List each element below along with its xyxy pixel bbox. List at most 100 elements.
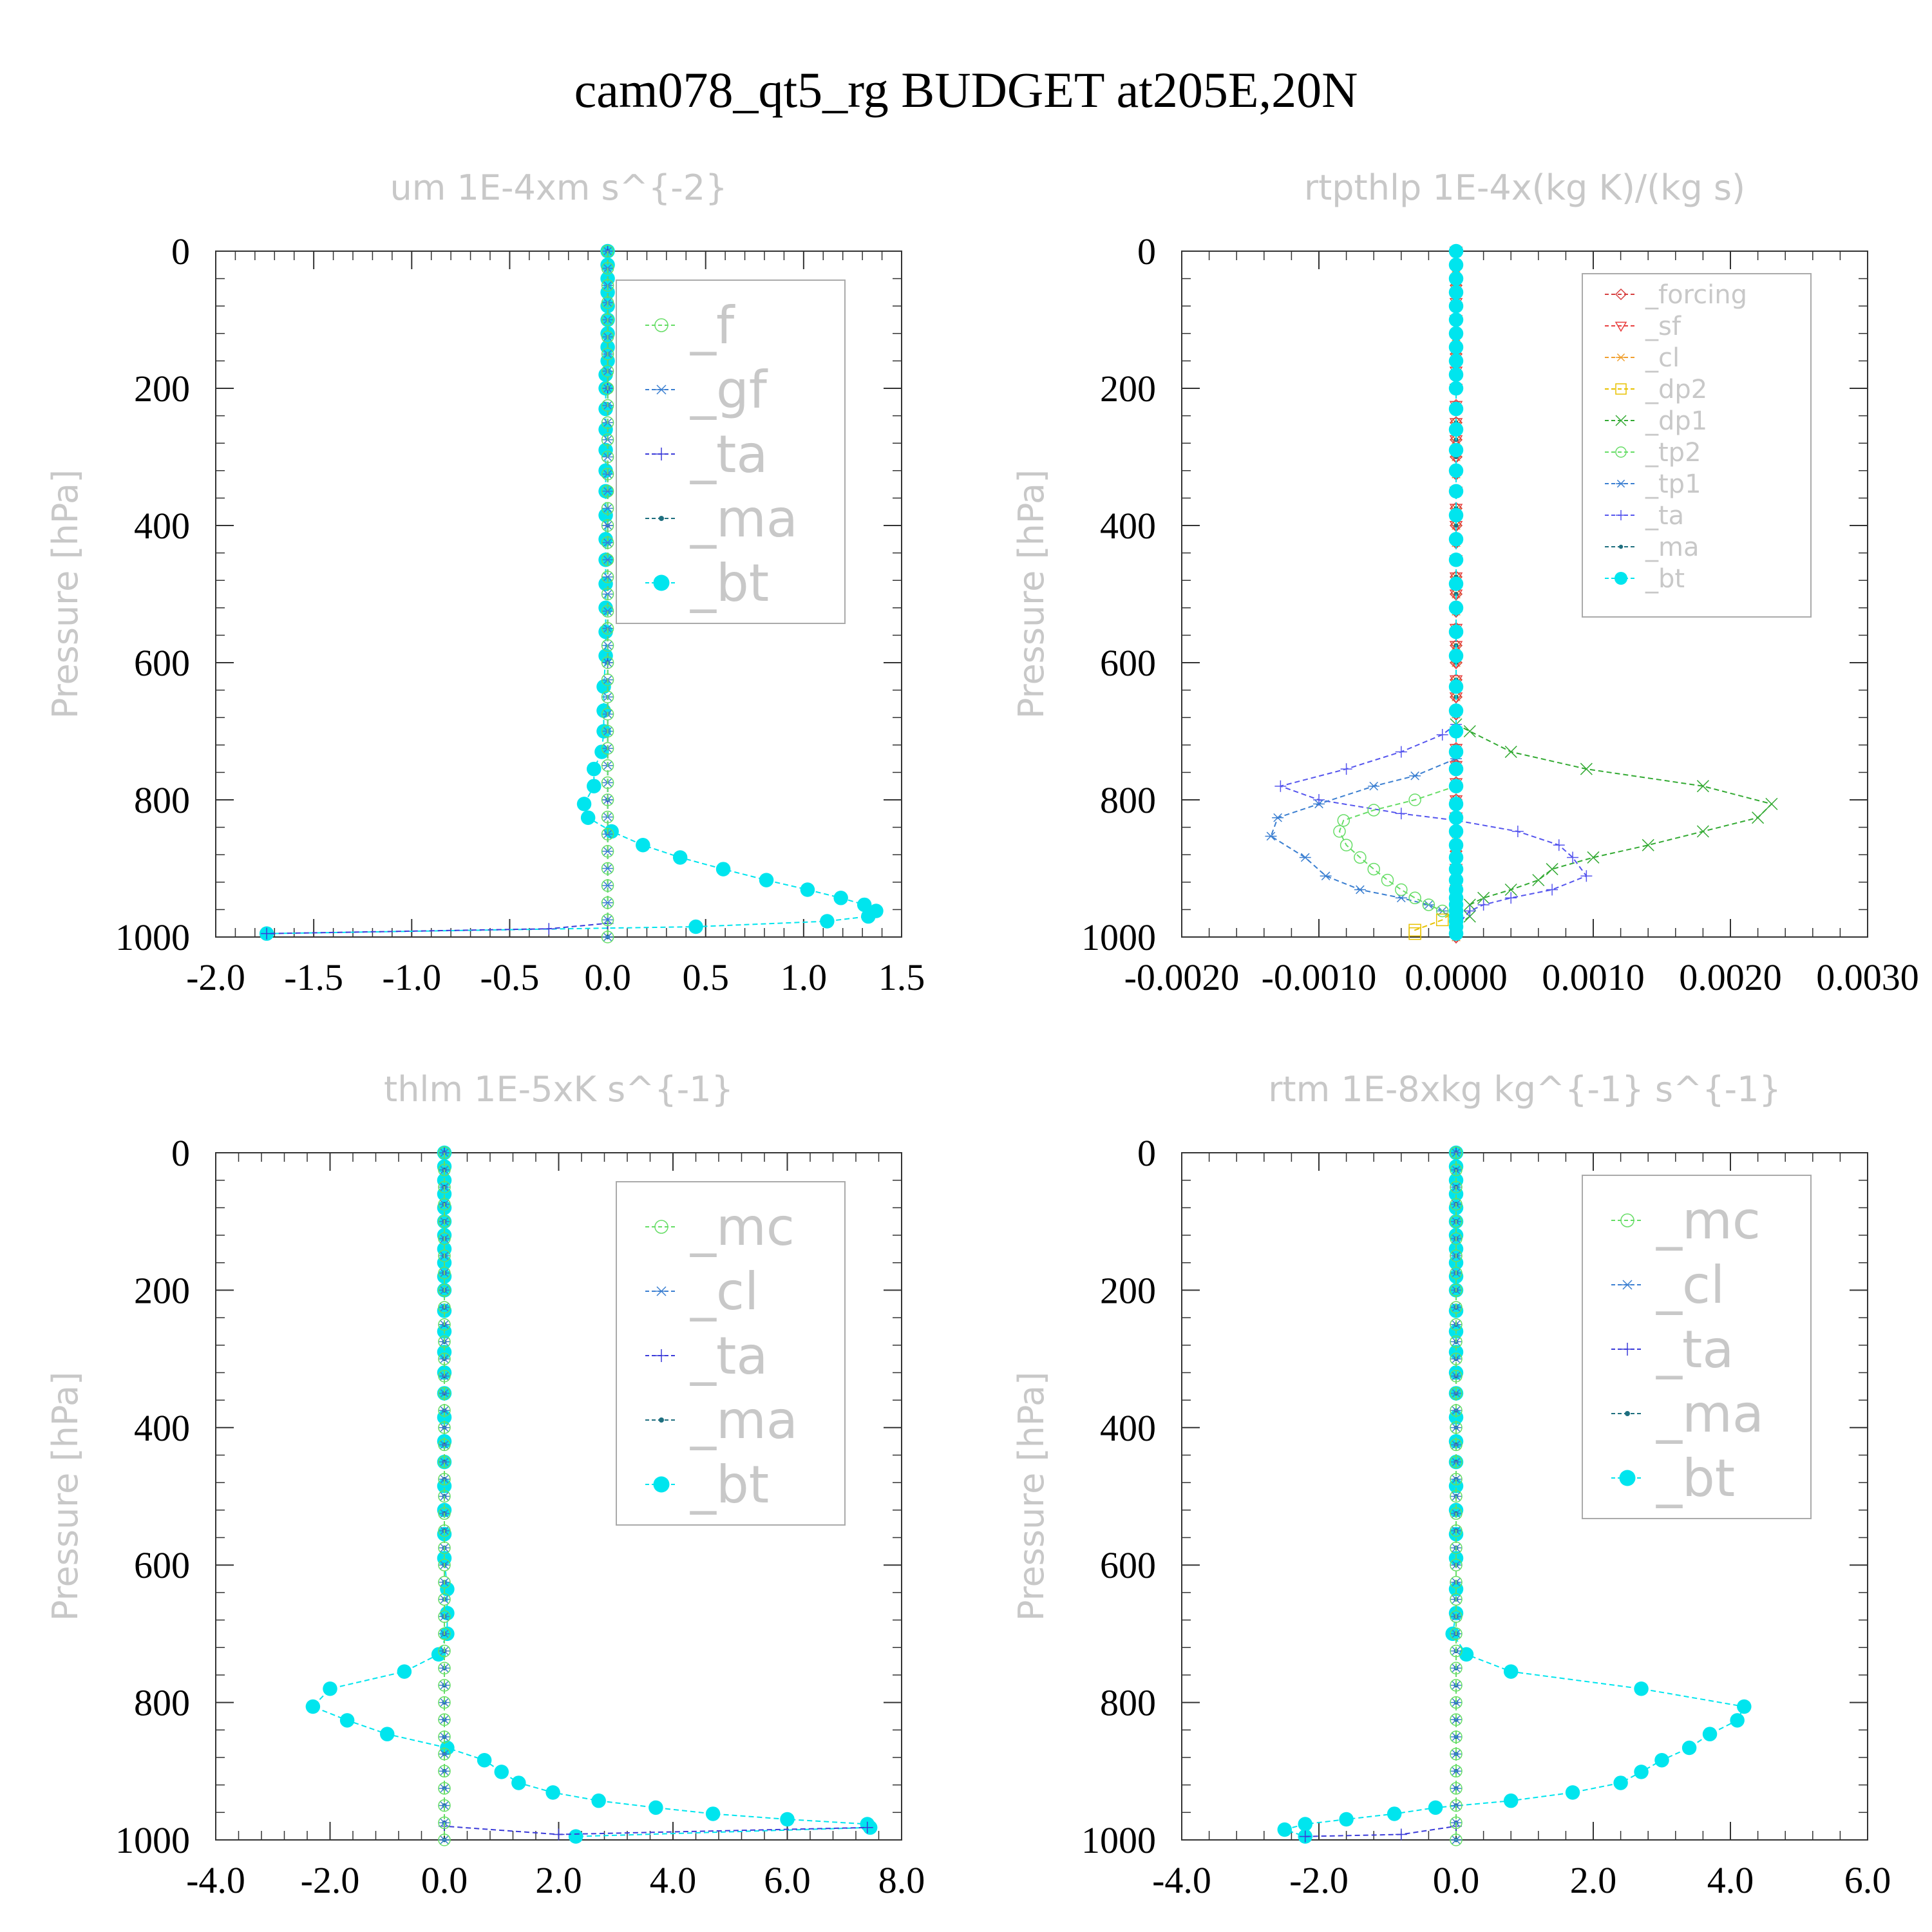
data-point — [494, 1765, 509, 1779]
data-point — [1450, 1507, 1463, 1520]
legend: _mc_cl_ta_ma_bt — [1582, 1175, 1812, 1519]
data-point — [636, 838, 650, 853]
legend-label: _ma — [690, 1390, 798, 1450]
data-point — [438, 1627, 451, 1640]
legend-label: _cl — [1656, 1255, 1725, 1315]
data-point — [655, 384, 668, 395]
data-point — [601, 450, 614, 464]
y-axis-label: Pressure [hPa] — [1011, 469, 1052, 719]
data-point — [1752, 811, 1765, 824]
data-point — [1450, 1784, 1462, 1793]
data-point — [438, 1421, 451, 1434]
data-point — [438, 1747, 451, 1761]
data-point — [438, 1232, 451, 1245]
y-tick-label: 400 — [134, 505, 190, 547]
y-axis-label: Pressure [hPa] — [45, 1372, 86, 1621]
data-point — [1448, 367, 1464, 382]
data-point — [601, 742, 614, 755]
data-point — [545, 1785, 560, 1800]
data-point — [438, 1765, 451, 1778]
data-point — [1368, 781, 1380, 791]
data-point — [1450, 1354, 1462, 1363]
data-point — [587, 761, 601, 777]
x-tick-label: 2.0 — [535, 1859, 582, 1901]
data-point — [440, 1740, 455, 1756]
data-point — [1737, 1699, 1752, 1714]
data-point — [1621, 1343, 1634, 1356]
data-point — [601, 828, 614, 840]
data-point — [1408, 927, 1421, 940]
series-ta — [261, 245, 614, 940]
y-axis-label: Pressure [hPa] — [1011, 1372, 1052, 1621]
data-point — [1450, 1747, 1463, 1761]
data-point — [1634, 1681, 1649, 1696]
data-point — [1450, 1335, 1463, 1349]
data-point — [1450, 1232, 1463, 1245]
data-point — [438, 1610, 451, 1623]
legend-box — [1582, 1175, 1812, 1519]
data-point — [601, 931, 614, 943]
data-point — [1553, 839, 1565, 851]
data-point — [715, 862, 731, 876]
data-point — [1448, 326, 1464, 341]
data-point — [1448, 463, 1464, 478]
data-point — [1450, 1696, 1463, 1709]
data-point — [439, 1715, 450, 1725]
data-point — [601, 433, 614, 446]
data-point — [397, 1664, 412, 1679]
data-point — [1395, 746, 1407, 758]
x-tick-label: -0.5 — [480, 956, 540, 998]
data-point — [655, 1286, 668, 1296]
series-mc — [1450, 1146, 1463, 1846]
data-point — [1450, 1438, 1463, 1452]
data-point — [601, 639, 614, 652]
y-tick-label: 1000 — [115, 1819, 190, 1861]
data-point — [439, 1801, 450, 1810]
data-point — [1448, 381, 1464, 396]
data-point — [1450, 1662, 1463, 1674]
data-point — [1354, 885, 1366, 895]
data-point — [1320, 871, 1332, 881]
data-point — [1450, 1593, 1463, 1606]
legend-label: _dp1 — [1645, 406, 1707, 436]
data-point — [1448, 797, 1464, 811]
data-point — [601, 555, 614, 565]
data-point — [1354, 851, 1367, 864]
data-point — [438, 1249, 451, 1262]
data-point — [601, 862, 614, 875]
data-point — [598, 442, 613, 458]
x-tick-label: -2.0 — [301, 1859, 360, 1901]
data-point — [1546, 863, 1558, 876]
data-point — [1450, 1698, 1462, 1707]
y-tick-label: 0 — [171, 1132, 190, 1174]
data-point — [601, 776, 614, 790]
data-point — [1450, 1524, 1463, 1537]
data-point — [1450, 1576, 1463, 1589]
legend: _mc_cl_ta_ma_bt — [616, 1181, 846, 1526]
data-point — [653, 574, 670, 591]
data-point — [1730, 1713, 1745, 1728]
series-line — [1278, 724, 1587, 927]
data-point — [576, 797, 592, 811]
data-point — [1567, 851, 1579, 864]
legend-label: _gf — [690, 360, 768, 420]
data-point — [438, 1696, 451, 1709]
y-tick-label: 800 — [1100, 779, 1156, 821]
data-point — [1615, 415, 1627, 426]
data-point — [601, 896, 614, 909]
data-point — [543, 923, 555, 935]
data-point — [438, 1455, 451, 1468]
data-point — [438, 1370, 451, 1383]
data-point — [1532, 874, 1545, 887]
data-point — [438, 1713, 451, 1727]
legend-label: _dp2 — [1645, 375, 1707, 404]
data-point — [1450, 1180, 1463, 1194]
data-point — [861, 1821, 873, 1833]
data-point — [601, 589, 614, 599]
y-tick-label: 800 — [134, 779, 190, 821]
data-point — [1450, 1163, 1463, 1177]
data-point — [339, 1713, 355, 1728]
data-point — [1450, 1473, 1463, 1486]
data-point — [601, 553, 614, 566]
data-point — [553, 1828, 565, 1841]
